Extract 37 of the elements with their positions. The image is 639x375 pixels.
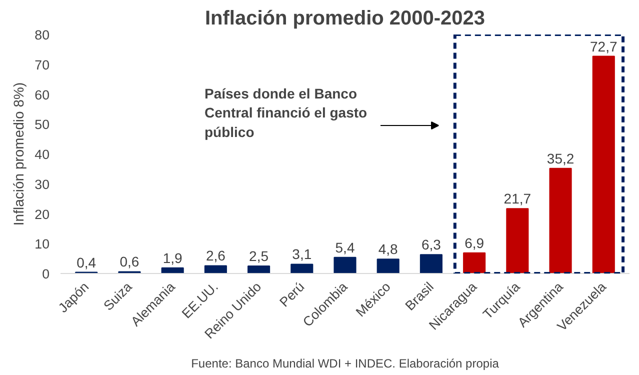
y-tick-label: 20 — [34, 206, 50, 222]
y-tick-label: 10 — [34, 236, 50, 252]
y-axis-title: Inflación promedio 8%) — [10, 82, 27, 226]
y-tick-label: 50 — [34, 117, 50, 132]
bar — [376, 258, 400, 274]
bar — [506, 208, 529, 274]
bar — [420, 254, 442, 274]
y-tick-label: 30 — [34, 176, 50, 192]
bar — [592, 56, 615, 274]
chart-title: Inflación promedio 2000-2023 — [204, 8, 486, 30]
data-label: 0,4 — [76, 254, 96, 270]
source-note: Fuente: Banco Mundial WDI + INDEC. Elaboración propia — [191, 356, 500, 370]
data-label: 35,2 — [546, 150, 574, 166]
data-label: 5,4 — [335, 239, 355, 256]
data-label: 6,9 — [464, 234, 484, 251]
data-label: 72,7 — [590, 38, 618, 54]
y-tick-label: 80 — [34, 28, 50, 42]
bar — [161, 267, 184, 274]
bar — [463, 252, 486, 274]
data-label: 4,8 — [378, 241, 398, 258]
bar — [290, 264, 314, 274]
data-label: 2,5 — [249, 248, 269, 264]
y-tick-label: 0 — [42, 266, 50, 282]
bar — [248, 266, 270, 274]
data-label: 2,6 — [206, 248, 226, 264]
data-label: 1,9 — [162, 250, 183, 266]
y-tick-label: 40 — [34, 147, 50, 162]
bar — [204, 265, 227, 274]
data-label: 21,7 — [504, 190, 532, 207]
y-tick-label: 70 — [34, 57, 50, 72]
bar — [334, 256, 356, 274]
bar — [549, 168, 572, 274]
annotation: Países donde el Banco Central financió el gasto público — [204, 86, 368, 140]
data-label: 6,3 — [421, 236, 442, 253]
data-label: 3,1 — [292, 246, 312, 262]
y-tick-label: 60 — [34, 87, 50, 102]
data-label: 0,6 — [120, 254, 140, 270]
